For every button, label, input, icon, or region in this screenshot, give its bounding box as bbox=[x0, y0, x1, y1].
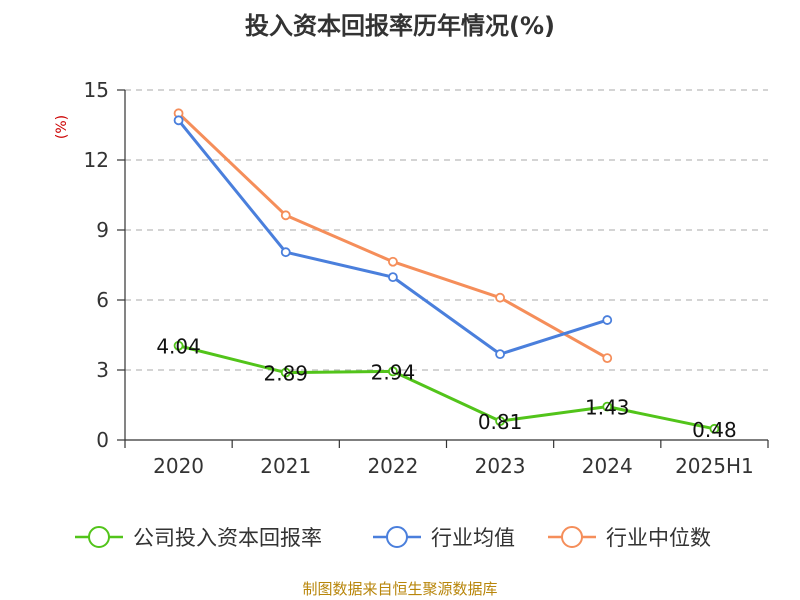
legend-label: 公司投入资本回报率 bbox=[133, 526, 322, 550]
y-tick-label: 0 bbox=[96, 428, 109, 452]
data-label: 1.43 bbox=[585, 396, 630, 420]
legend-marker bbox=[386, 526, 408, 548]
series-line bbox=[177, 112, 608, 360]
x-tick-label: 2023 bbox=[475, 454, 526, 478]
data-point bbox=[280, 210, 291, 221]
x-tick-label: 2024 bbox=[582, 454, 633, 478]
legend-item[interactable]: 行业中位数 bbox=[548, 526, 711, 550]
legend: 公司投入资本回报率 行业均值 行业中位数 bbox=[75, 526, 711, 550]
data-point bbox=[495, 349, 505, 360]
legend-marker bbox=[88, 526, 110, 548]
y-tick-label: 12 bbox=[84, 148, 109, 172]
legend-label: 行业均值 bbox=[431, 526, 515, 550]
data-label: 4.04 bbox=[156, 335, 201, 359]
legend-marker bbox=[561, 526, 583, 548]
data-point bbox=[280, 247, 291, 258]
x-tick-label: 2020 bbox=[153, 454, 204, 478]
legend-item[interactable]: 公司投入资本回报率 bbox=[75, 526, 322, 550]
data-label: 2.89 bbox=[263, 362, 308, 386]
x-tick-label: 2025H1 bbox=[675, 454, 754, 478]
data-point bbox=[495, 416, 505, 427]
data-label: 2.94 bbox=[371, 360, 416, 384]
y-tick-label: 3 bbox=[96, 358, 109, 382]
data-point bbox=[388, 366, 398, 377]
data-point bbox=[602, 401, 613, 412]
legend-item[interactable]: 行业均值 bbox=[373, 526, 515, 550]
y-tick-label: 6 bbox=[96, 288, 109, 312]
source-note: 制图数据来自恒生聚源数据库 bbox=[302, 580, 497, 598]
data-label: 0.81 bbox=[478, 410, 523, 434]
grid-lines bbox=[125, 89, 768, 371]
data-point bbox=[495, 292, 505, 303]
data-point bbox=[709, 423, 720, 434]
chart-title: 投入资本回报率历年情况(%) bbox=[245, 12, 555, 40]
data-point bbox=[602, 315, 613, 325]
data-point bbox=[388, 256, 398, 267]
data-labels: 4.04 2.89 2.94 0.81 1.43 0.48 bbox=[156, 335, 736, 442]
x-tick-label: 2021 bbox=[260, 454, 311, 478]
y-axis-label: (%) bbox=[54, 115, 70, 139]
data-point bbox=[173, 115, 184, 126]
data-point bbox=[388, 272, 398, 283]
data-point bbox=[173, 340, 184, 351]
axes: 0 3 6 9 12 15 2020 2021 2022 2023 2024 2025H1 bbox=[84, 78, 769, 478]
y-tick-label: 9 bbox=[96, 218, 109, 242]
series-line bbox=[177, 119, 608, 356]
x-tick-label: 2022 bbox=[367, 454, 418, 478]
series-group bbox=[173, 108, 720, 434]
legend-label: 行业中位数 bbox=[606, 526, 711, 550]
y-tick-label: 15 bbox=[84, 78, 109, 102]
data-point bbox=[280, 367, 291, 378]
data-label: 0.48 bbox=[692, 418, 737, 442]
series-line bbox=[178, 344, 715, 431]
data-point bbox=[602, 353, 613, 364]
